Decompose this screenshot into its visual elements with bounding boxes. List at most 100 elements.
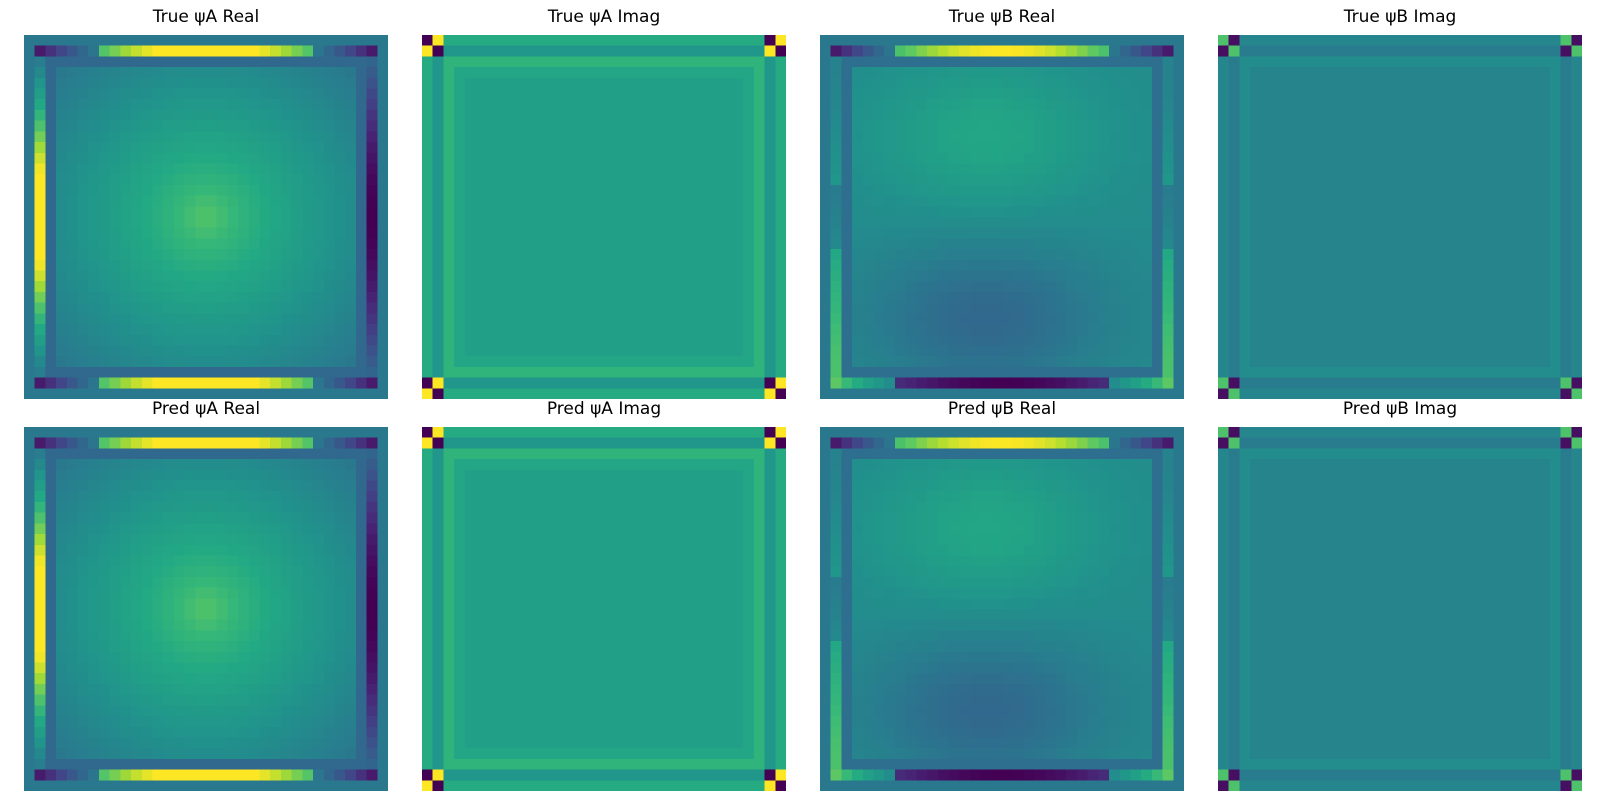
heatmap-cell (152, 356, 164, 368)
heatmap-cell (753, 238, 765, 250)
heatmap-cell (1432, 270, 1444, 282)
heatmap-cell (464, 217, 476, 228)
heatmap-cell (529, 388, 540, 399)
heatmap-cell (1485, 174, 1497, 186)
heatmap-cell (1228, 184, 1240, 196)
heatmap-cell (1109, 313, 1120, 325)
heatmap-cell (1066, 324, 1078, 335)
heatmap-cell (1539, 291, 1551, 303)
heatmap-cell (496, 35, 508, 46)
heatmap-cell (1034, 217, 1046, 228)
heatmap-cell (1453, 67, 1465, 79)
heatmap-cell (657, 238, 669, 250)
heatmap-cell (355, 324, 367, 335)
heatmap-cell (1012, 366, 1024, 378)
heatmap-cell (280, 302, 292, 314)
heatmap-cell (1367, 67, 1379, 79)
heatmap-cell (668, 109, 680, 121)
heatmap-cell (1496, 227, 1508, 239)
heatmap-cell (464, 238, 476, 250)
heatmap-cell (1002, 324, 1013, 335)
heatmap-cell (259, 249, 271, 261)
heatmap-cell (636, 35, 648, 46)
heatmap-cell (1400, 377, 1411, 389)
heatmap-cell (475, 174, 487, 186)
heatmap-cell (582, 35, 594, 46)
heatmap-cell (323, 388, 335, 399)
heatmap-cell (1314, 291, 1326, 303)
heatmap-cell (345, 238, 357, 250)
heatmap-cell (131, 480, 142, 492)
heatmap-cell (302, 313, 314, 325)
heatmap-cell (227, 174, 239, 186)
heatmap-cell (184, 56, 196, 68)
heatmap-cell (486, 291, 498, 303)
heatmap-cell (422, 88, 433, 100)
heatmap-cell (1549, 99, 1561, 111)
heatmap-cell (561, 356, 573, 368)
heatmap-cell (248, 377, 260, 389)
heatmap-cell (238, 152, 250, 164)
heatmap-cell (77, 437, 89, 449)
heatmap-cell (1496, 388, 1508, 399)
heatmap-cell (227, 324, 239, 335)
heatmap-cell (1239, 313, 1251, 325)
heatmap-cell (1162, 152, 1174, 164)
heatmap-cell (571, 109, 583, 121)
heatmap-cell (1109, 206, 1120, 218)
heatmap-cell (1335, 324, 1347, 335)
heatmap-cell (355, 35, 367, 46)
heatmap-cell (1012, 120, 1024, 132)
heatmap-cell (1367, 388, 1379, 399)
heatmap-cell (206, 491, 217, 503)
heatmap-cell (1119, 291, 1131, 303)
heatmap-cell (1442, 35, 1454, 46)
heatmap-cell (646, 120, 658, 132)
heatmap-cell (582, 324, 594, 335)
heatmap-cell (88, 291, 100, 303)
heatmap-cell (1239, 99, 1251, 111)
heatmap-cell (334, 109, 346, 121)
heatmap-cell (422, 195, 433, 207)
heatmap-cell (1250, 249, 1262, 261)
heatmap-cell (248, 459, 260, 471)
heatmap-cell (422, 302, 433, 314)
heatmap-cell (841, 152, 853, 164)
heatmap-cell (454, 249, 466, 261)
heatmap-cell (721, 259, 733, 271)
heatmap-cell (1571, 281, 1582, 293)
heatmap-cell (991, 152, 1003, 164)
heatmap-cell (56, 99, 68, 111)
heatmap-cell (34, 501, 46, 513)
heatmap-cell (109, 238, 121, 250)
heatmap-cell (248, 291, 260, 303)
heatmap-cell (1325, 249, 1336, 261)
heatmap-cell (163, 131, 175, 143)
heatmap-cell (1250, 77, 1262, 89)
heatmap-cell (614, 184, 626, 196)
heatmap-cell (927, 238, 938, 250)
heatmap-cell (377, 377, 388, 389)
heatmap-cell (1485, 259, 1497, 271)
heatmap-cell (1410, 345, 1422, 357)
heatmap-cell (464, 356, 476, 368)
heatmap-cell (1346, 377, 1358, 389)
heatmap-cell (1357, 184, 1369, 196)
heatmap-cell (1130, 356, 1142, 368)
heatmap-cell (732, 120, 744, 132)
heatmap-cell (109, 35, 121, 46)
heatmap-cell (152, 227, 164, 239)
heatmap-cell (486, 217, 498, 228)
heatmap-cell (355, 345, 367, 357)
heatmap-cell (313, 184, 324, 196)
heatmap-cell (195, 437, 207, 449)
heatmap-cell (604, 184, 615, 196)
heatmap-cell (668, 163, 680, 175)
heatmap-cell (173, 35, 185, 46)
heatmap-cell (820, 334, 831, 346)
heatmap-cell (227, 109, 239, 121)
heatmap-cell (1485, 109, 1497, 121)
heatmap-cell (464, 35, 476, 46)
heatmap-cell (948, 217, 960, 228)
heatmap-cell (721, 249, 733, 261)
